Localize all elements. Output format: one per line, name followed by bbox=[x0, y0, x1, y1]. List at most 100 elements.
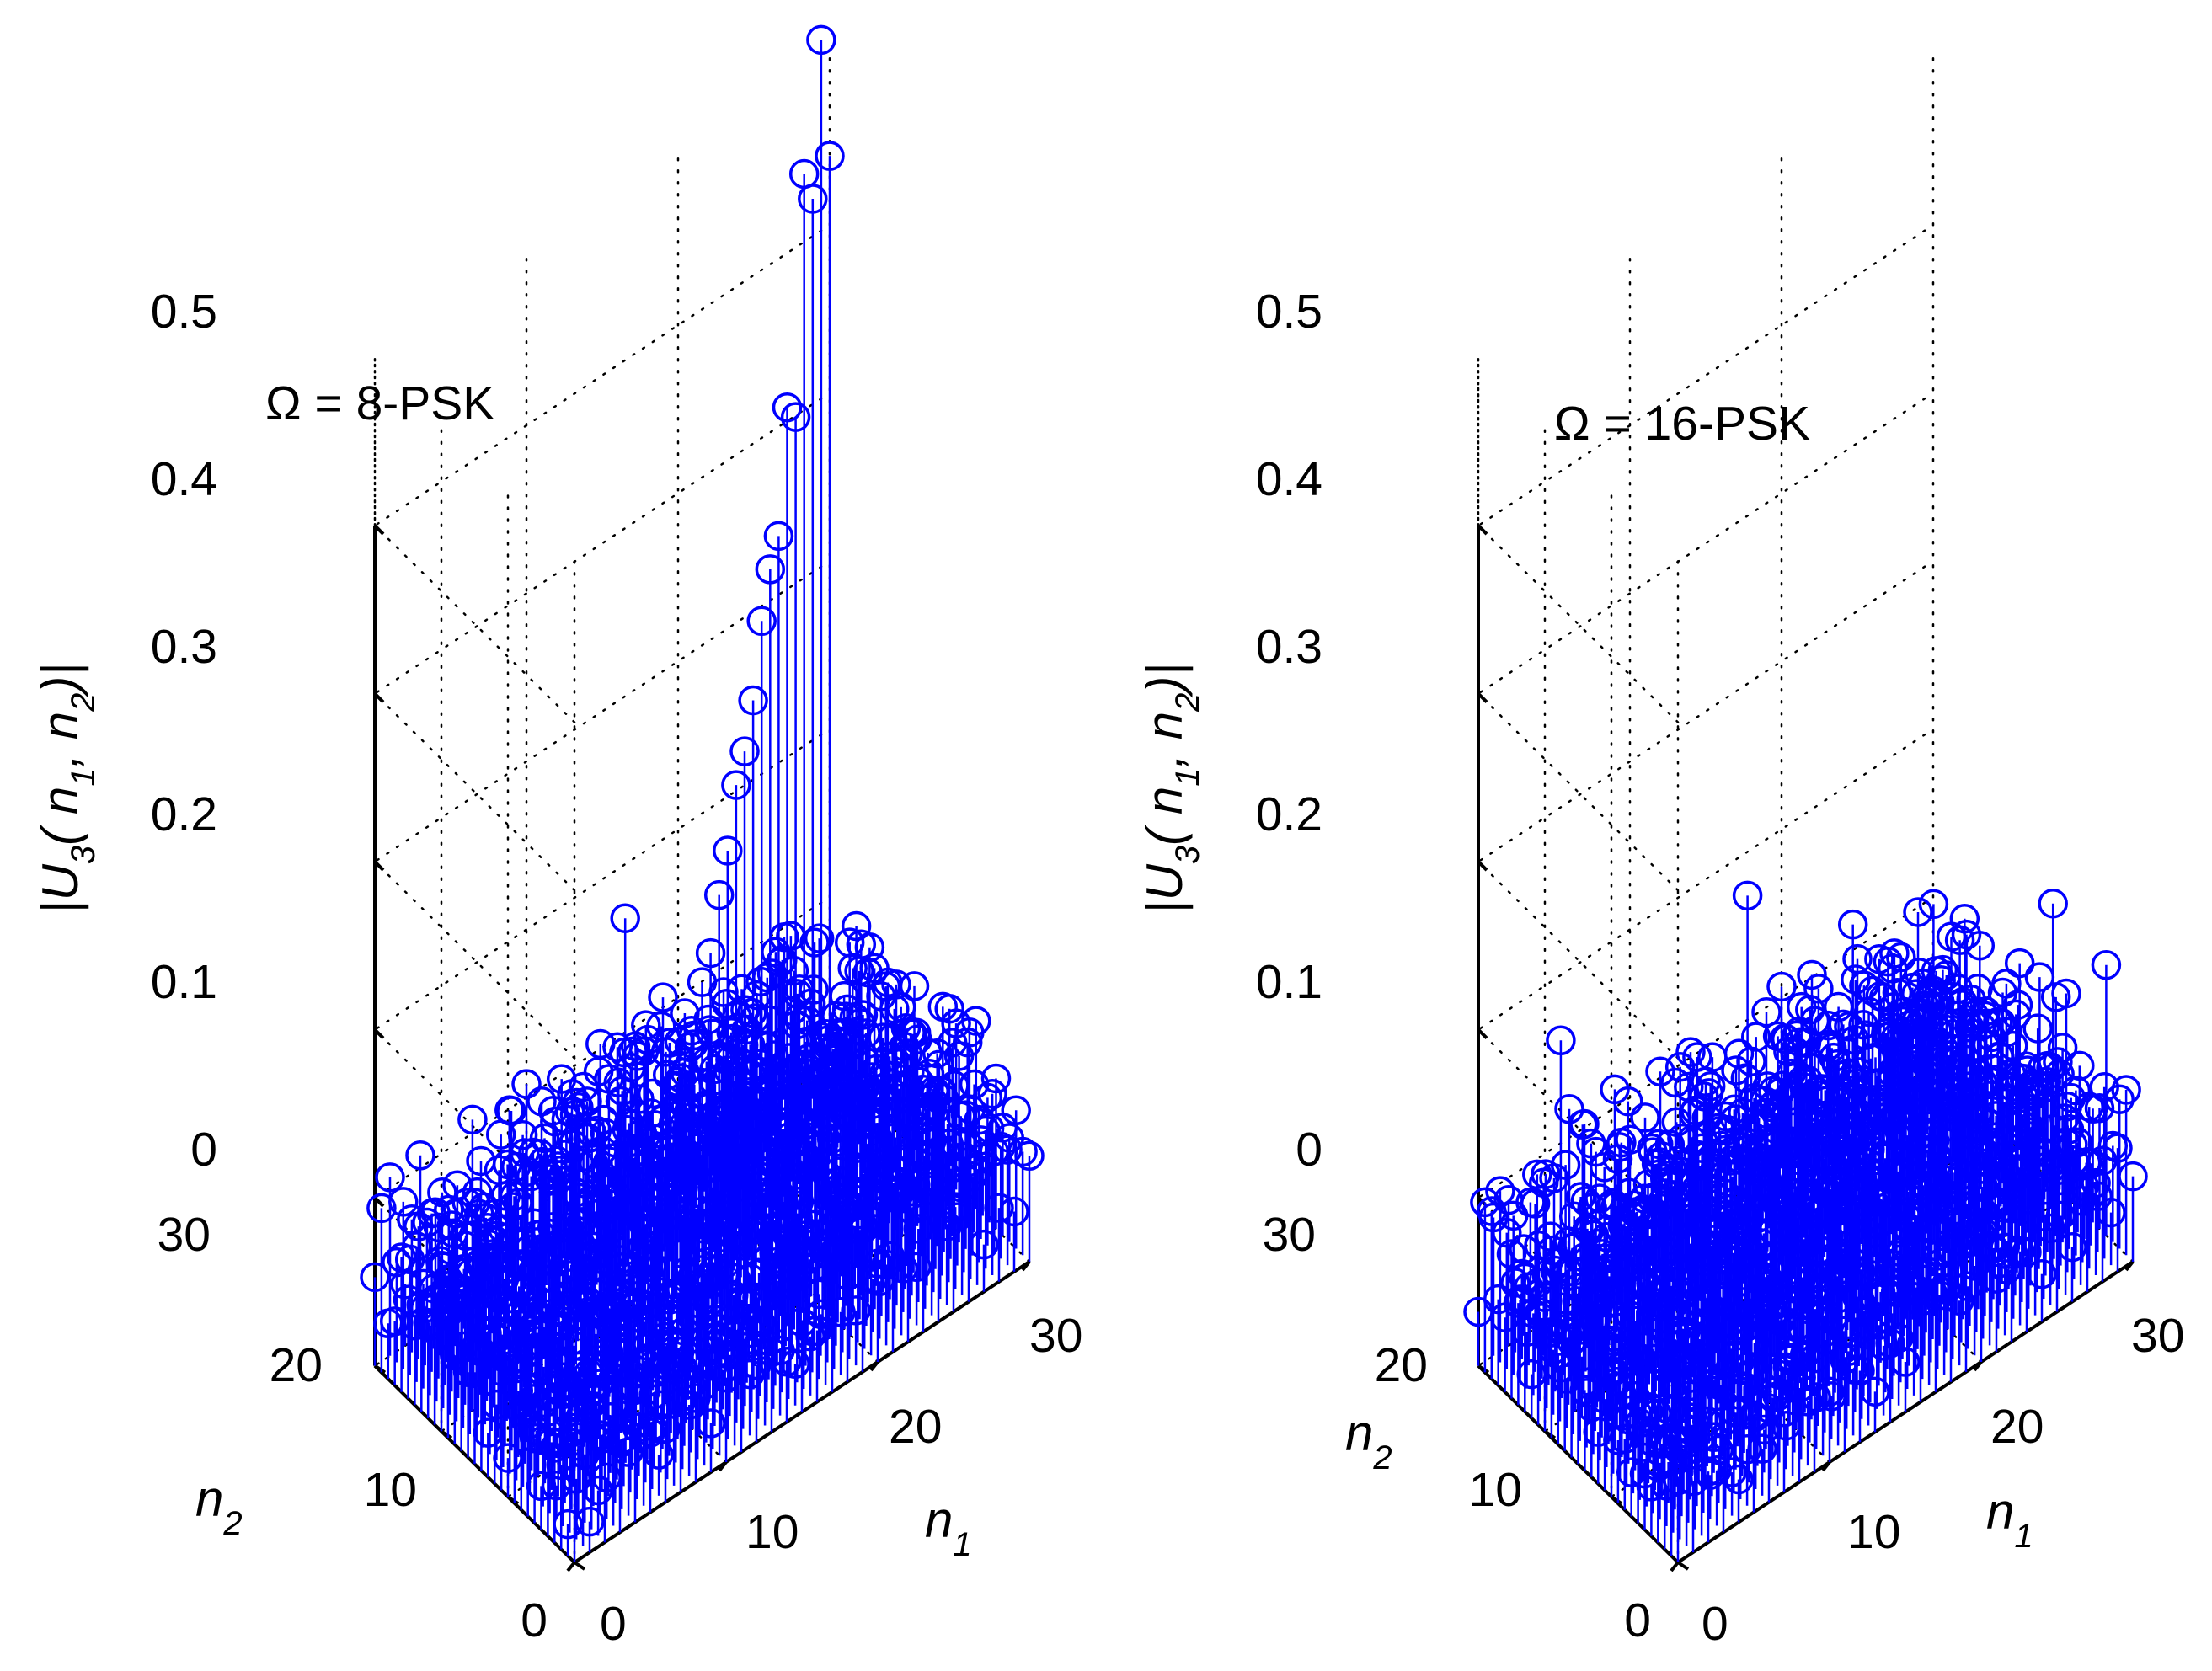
data-point bbox=[1659, 1166, 1690, 1196]
x-tick-mark bbox=[1821, 1460, 1831, 1472]
data-point bbox=[596, 1214, 627, 1245]
data-point bbox=[1695, 1147, 1725, 1178]
data-point bbox=[738, 685, 768, 716]
data-point bbox=[1830, 1344, 1860, 1375]
data-point bbox=[1843, 1057, 1874, 1087]
data-point bbox=[1823, 1283, 1853, 1314]
data-point bbox=[1732, 1434, 1762, 1465]
data-point bbox=[798, 184, 828, 214]
y-tick-mark bbox=[440, 1429, 453, 1440]
data-point bbox=[992, 1134, 1023, 1165]
data-point bbox=[1645, 1056, 1675, 1087]
data-point bbox=[2057, 1231, 2087, 1263]
data-point bbox=[574, 1506, 605, 1537]
data-point bbox=[1936, 1236, 1966, 1266]
data-point bbox=[858, 1048, 889, 1078]
data-point bbox=[579, 1231, 610, 1263]
data-point bbox=[938, 1194, 969, 1225]
data-point bbox=[739, 1113, 770, 1145]
data-point bbox=[1750, 1098, 1781, 1129]
data-point bbox=[820, 1113, 850, 1144]
x-tick-mark bbox=[2124, 1260, 2135, 1272]
data-point bbox=[2013, 1184, 2044, 1215]
data-point bbox=[474, 1289, 505, 1320]
data-point bbox=[683, 1197, 713, 1227]
data-point bbox=[1892, 1212, 1922, 1242]
data-point bbox=[630, 1348, 661, 1380]
data-point bbox=[1713, 1308, 1744, 1339]
data-point bbox=[1851, 1121, 1882, 1151]
data-point bbox=[1825, 1254, 1856, 1284]
data-point bbox=[2040, 982, 2071, 1012]
data-point bbox=[624, 1189, 655, 1220]
data-point bbox=[638, 1224, 668, 1255]
data-point bbox=[450, 1231, 480, 1261]
data-point bbox=[743, 1331, 773, 1361]
data-point bbox=[2081, 1167, 2111, 1199]
z-tick-mark bbox=[1477, 860, 1488, 872]
data-point bbox=[2032, 1050, 2063, 1081]
data-point bbox=[1014, 1140, 1045, 1172]
data-point bbox=[1992, 1017, 2022, 1048]
z-tick-label: 0.5 bbox=[151, 285, 217, 339]
data-point bbox=[1496, 1239, 1527, 1269]
data-point bbox=[2091, 950, 2122, 980]
data-point bbox=[650, 1413, 681, 1444]
data-point bbox=[932, 1211, 962, 1241]
data-point bbox=[1964, 930, 1996, 961]
data-point bbox=[696, 1408, 726, 1439]
y-tick-label: 10 bbox=[1469, 1463, 1522, 1517]
data-point bbox=[1751, 997, 1782, 1028]
data-point bbox=[701, 1228, 732, 1259]
data-point bbox=[589, 1195, 620, 1225]
data-point bbox=[1647, 1241, 1678, 1271]
y-axis-label: n2 bbox=[1345, 1405, 1392, 1476]
data-point bbox=[1640, 1218, 1671, 1249]
data-point bbox=[1813, 1010, 1844, 1041]
data-point bbox=[539, 1433, 570, 1463]
data-point bbox=[435, 1284, 465, 1315]
data-point bbox=[2001, 999, 2032, 1030]
plot-8psk: 0 0.1 0.2 0.3 0.4 0.5 0 10 20 30 0 10 20… bbox=[32, 24, 1082, 1651]
data-point bbox=[745, 1161, 777, 1193]
data-point bbox=[1983, 1167, 2013, 1198]
data-point bbox=[442, 1170, 473, 1201]
data-point bbox=[1679, 1296, 1709, 1327]
data-point bbox=[1886, 942, 1916, 973]
data-point bbox=[2059, 1145, 2089, 1176]
data-point bbox=[1528, 1167, 1559, 1199]
x-tick-labels: 0 10 20 30 bbox=[600, 1309, 1082, 1651]
data-point bbox=[881, 969, 911, 1000]
data-point bbox=[1577, 1193, 1607, 1223]
data-point bbox=[2027, 1258, 2057, 1289]
data-point bbox=[2012, 1236, 2042, 1268]
data-point bbox=[795, 1321, 825, 1352]
x-tick-mark bbox=[1021, 1260, 1031, 1272]
data-point bbox=[1848, 1009, 1878, 1040]
x-tick-label: 20 bbox=[889, 1400, 942, 1454]
data-point bbox=[841, 1295, 871, 1326]
z-tick-label: 0.2 bbox=[1256, 787, 1322, 841]
data-point bbox=[735, 1359, 765, 1390]
z-tick-label: 0 bbox=[190, 1123, 217, 1177]
data-point bbox=[1509, 1263, 1541, 1294]
data-point bbox=[622, 1041, 653, 1071]
grid-line bbox=[373, 223, 831, 723]
data-point bbox=[561, 1087, 592, 1118]
data-point bbox=[1643, 1288, 1674, 1318]
data-point bbox=[1743, 1178, 1774, 1209]
data-point bbox=[500, 1368, 530, 1399]
data-point bbox=[2084, 1092, 2115, 1124]
z-tick-label: 0.5 bbox=[1256, 285, 1322, 339]
data-point bbox=[1675, 1037, 1706, 1067]
data-point bbox=[782, 1257, 813, 1287]
z-tick-labels: 0 0.1 0.2 0.3 0.4 0.5 bbox=[1256, 285, 1322, 1177]
y-tick-mark bbox=[1676, 1561, 1690, 1571]
data-point bbox=[918, 1145, 949, 1176]
plot-16psk: 0 0.1 0.2 0.3 0.4 0.5 0 10 20 30 0 10 20… bbox=[1136, 56, 2184, 1651]
data-point bbox=[1681, 1389, 1712, 1419]
data-point bbox=[532, 1396, 564, 1427]
data-point bbox=[1717, 1457, 1747, 1487]
x-tick-mark bbox=[718, 1460, 728, 1472]
data-point bbox=[977, 1079, 1007, 1109]
